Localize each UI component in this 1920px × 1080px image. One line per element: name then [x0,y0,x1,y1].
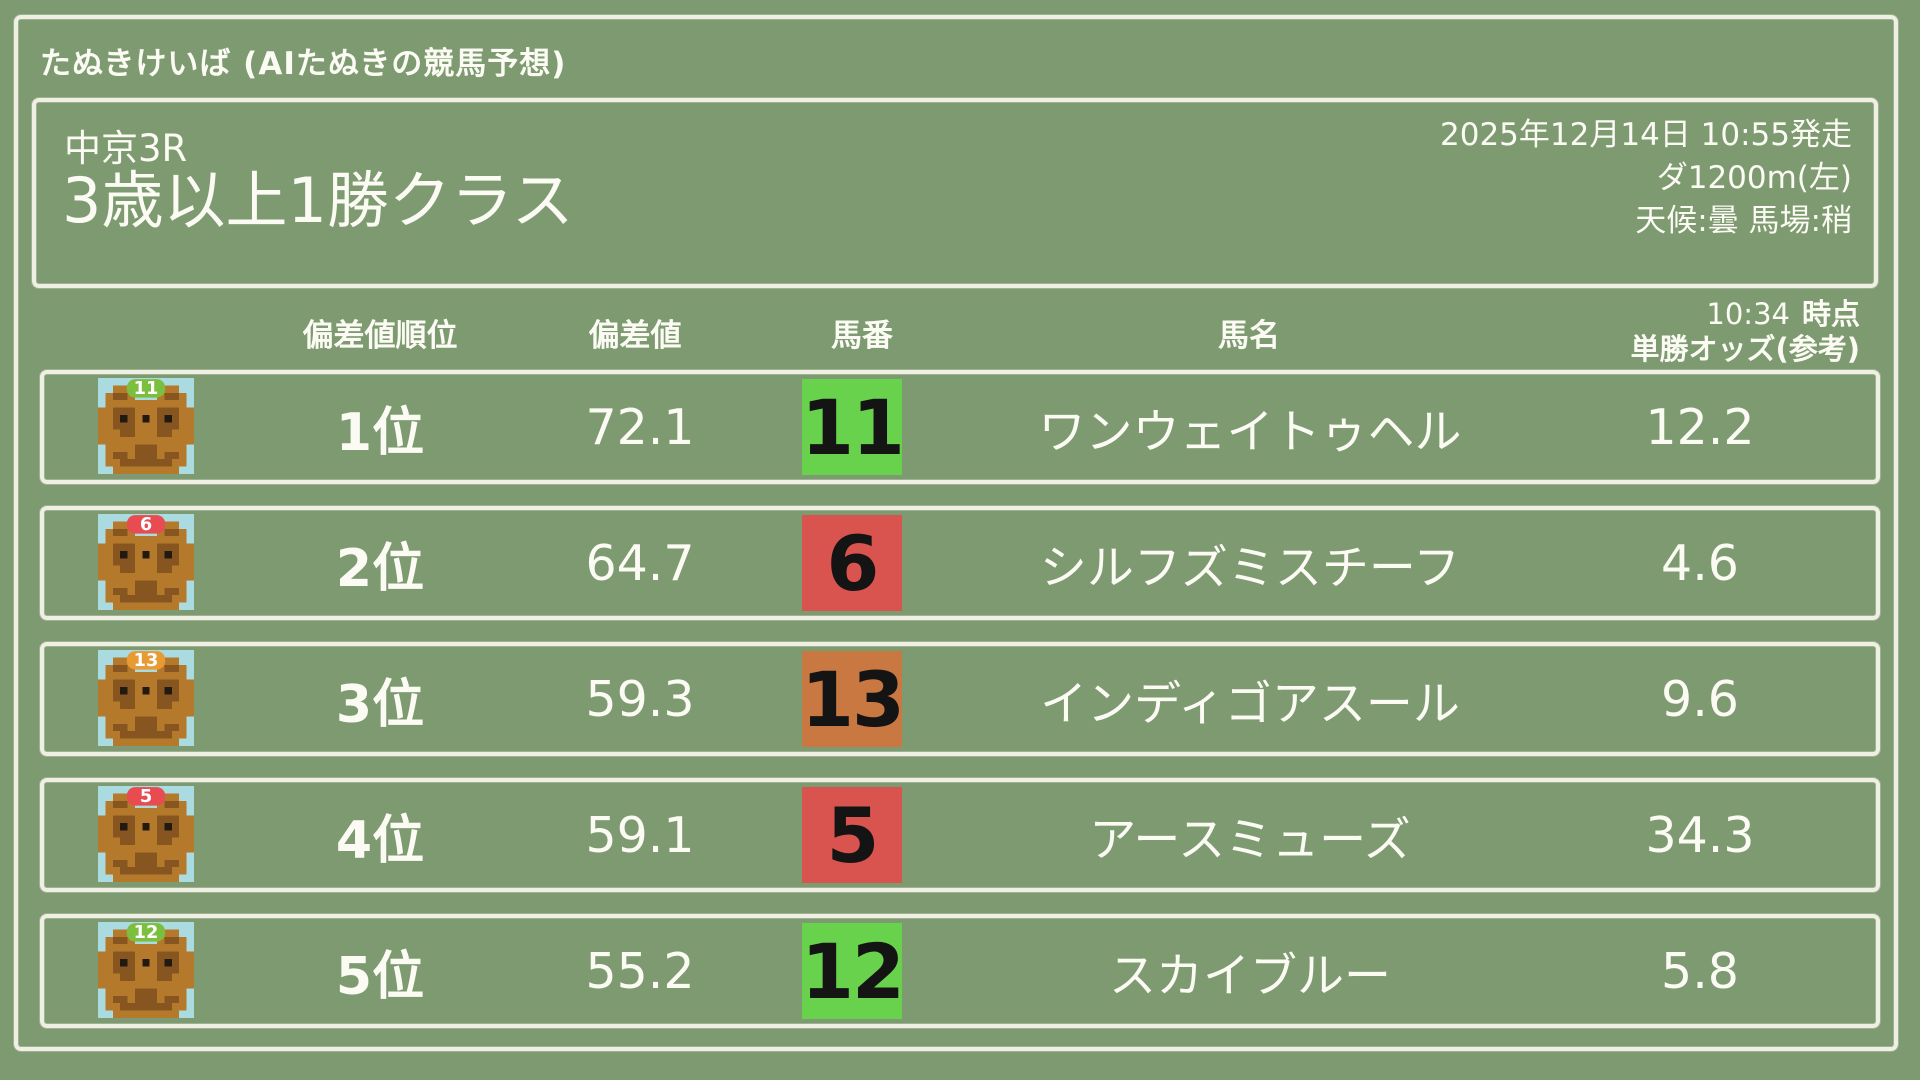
row-odds: 9.6 [1661,670,1739,728]
race-info-box: 中京3R 3歳以上1勝クラス 2025年12月14日 10:55発走 ダ1200… [32,98,1878,288]
svg-text:11: 11 [134,379,159,399]
row-number: 6 [826,518,880,608]
table-header-row: 偏差値順位 偏差値 馬番 馬名 10:34 時点 単勝オッズ(参考) [40,296,1880,368]
tanuki-icon: 13 [97,650,195,746]
header-score: 偏差値 [588,317,682,354]
row-horse-name: インディゴアスール [1040,676,1460,732]
header-rank: 偏差値順位 [302,317,458,354]
row-score: 64.7 [585,534,695,592]
row-rank: 5位 [335,946,425,1007]
row-number: 11 [801,382,905,472]
race-datetime: 2025年12月14日 10:55発走 [1440,117,1852,153]
row-score: 59.1 [585,806,695,864]
row-horse-name: シルフズミスチーフ [1039,540,1461,596]
race-number: 中京3R [64,127,188,170]
row-odds: 34.3 [1645,806,1755,864]
horse-number-badge: 5 [802,787,902,883]
row-odds: 5.8 [1661,942,1739,1000]
row-score: 55.2 [585,942,695,1000]
row-horse-name: スカイブルー [1109,948,1391,1004]
prediction-row: 5 4位 59.1 5 アースミューズ 34.3 [40,778,1880,892]
prediction-row: 13 3位 59.3 13 インディゴアスール 9.6 [40,642,1880,756]
horse-number-badge: 12 [801,923,905,1019]
svg-text:13: 13 [134,651,159,671]
row-rank: 2位 [335,538,425,599]
race-meta: 2025年12月14日 10:55発走 ダ1200m(左) 天候:曇 馬場:稍 [1440,114,1852,243]
odds-timestamp-suffix: 時点 [1801,297,1860,331]
race-conditions: 天候:曇 馬場:稍 [1635,203,1852,239]
odds-timestamp: 10:34 [1706,297,1790,331]
tanuki-icon: 6 [97,514,195,610]
row-rank: 3位 [335,674,425,735]
header-odds: 10:34 時点 単勝オッズ(参考) [1630,296,1860,369]
race-course: ダ1200m(左) [1656,160,1852,196]
row-odds: 4.6 [1661,534,1739,592]
row-rank: 1位 [335,402,425,463]
row-number: 13 [801,654,905,744]
horse-number-badge: 6 [802,515,902,611]
tanuki-icon: 5 [97,786,195,882]
svg-text:6: 6 [140,515,152,535]
row-number: 12 [801,926,905,1016]
row-score: 59.3 [585,670,695,728]
header-number: 馬番 [831,317,893,354]
prediction-row: 11 1位 72.1 11 ワンウェイトゥヘル 12.2 [40,370,1880,484]
header-odds-line1: 10:34 時点 [1630,297,1860,332]
tanuki-icon: 11 [97,378,195,474]
svg-text:12: 12 [134,923,159,943]
prediction-row: 6 2位 64.7 6 シルフズミスチーフ 4.6 [40,506,1880,620]
app-title: たぬきけいば (AIたぬきの競馬予想) [40,46,567,82]
row-horse-name: アースミューズ [1089,812,1411,868]
race-name: 3歳以上1勝クラス [62,164,574,237]
svg-text:5: 5 [140,787,152,807]
header-name: 馬名 [1218,317,1280,354]
row-horse-name: ワンウェイトゥヘル [1038,404,1462,460]
row-score: 72.1 [585,398,695,456]
horse-number-badge: 11 [801,379,905,475]
prediction-row: 12 5位 55.2 12 スカイブルー 5.8 [40,914,1880,1028]
row-odds: 12.2 [1645,398,1755,456]
header-odds-line2: 単勝オッズ(参考) [1630,332,1860,366]
row-rank: 4位 [335,810,425,871]
tanuki-icon: 12 [97,922,195,1018]
row-number: 5 [826,790,880,880]
horse-number-badge: 13 [801,651,905,747]
